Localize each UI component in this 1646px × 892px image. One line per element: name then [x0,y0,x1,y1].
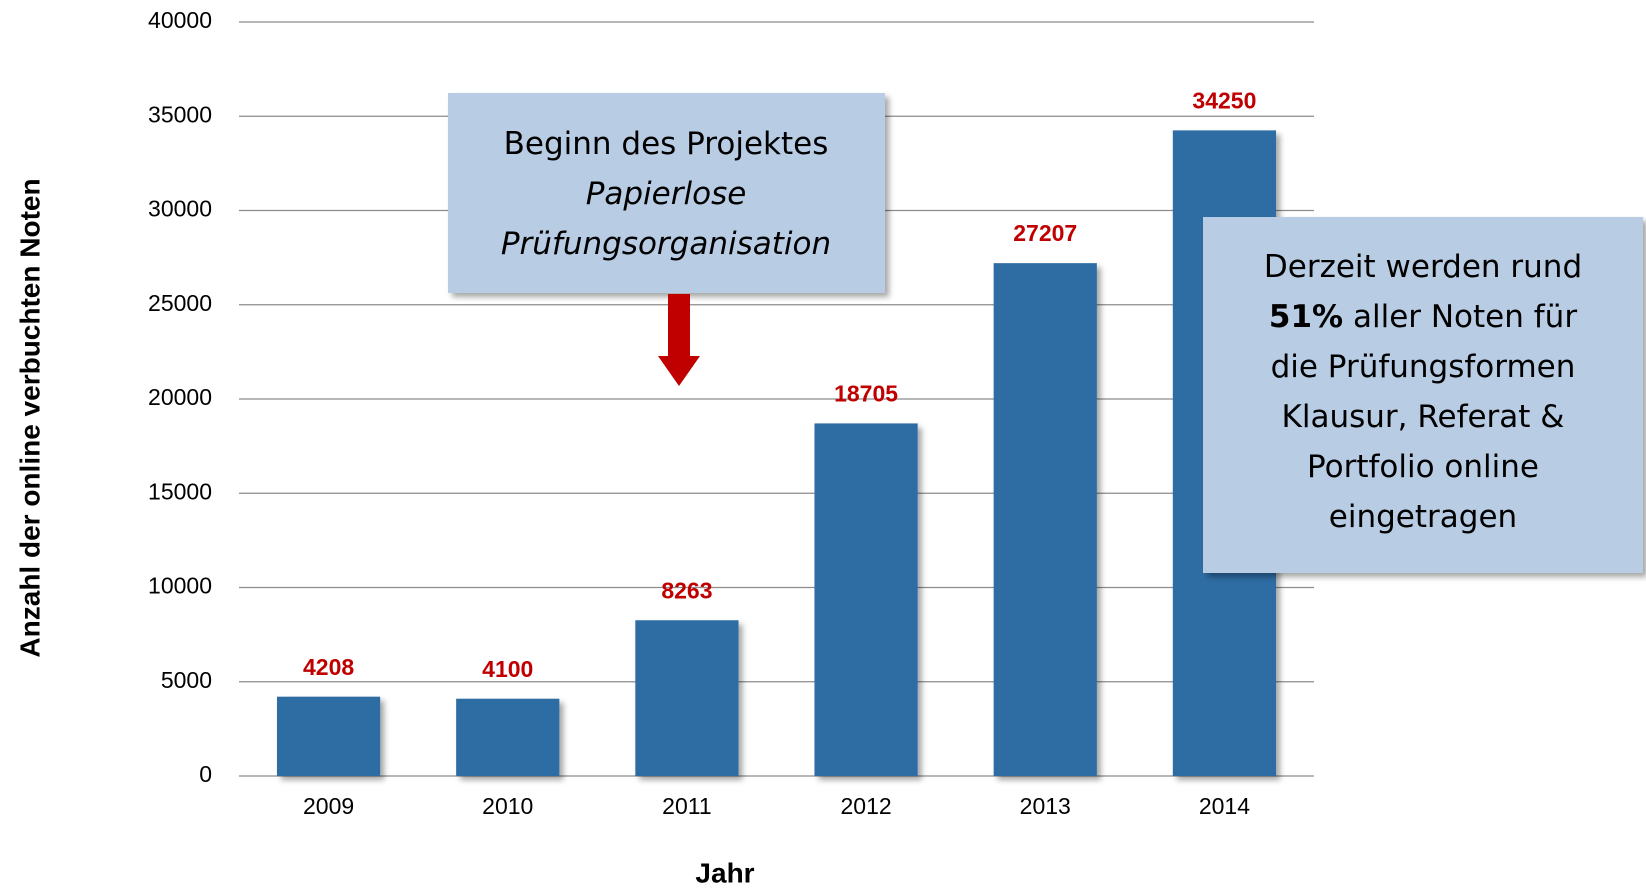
value-label: 8263 [661,577,712,603]
grid: 0 5000 10000 15000 20000 25000 30000 35000 40000 [148,7,1314,787]
x-tick-label: 2012 [840,793,891,819]
annotation-text: Portfolio online [1307,449,1539,485]
value-label: 34250 [1192,87,1256,113]
annotation-line: 51% aller Noten für [1269,299,1577,335]
x-axis-title: Jahr [695,857,754,888]
arrow-head [658,356,700,386]
annotation-text: Papierlose [586,176,747,212]
bar [993,263,1097,776]
annotation-text: Prüfungsorganisation [501,226,831,262]
annotation-box [1203,217,1643,573]
annotation-line: die Prüfungsformen [1271,349,1576,385]
bar [814,423,918,776]
x-tick-label: 2011 [662,793,711,819]
value-label: 27207 [1013,220,1077,246]
value-label: 4100 [482,656,533,682]
x-tick-label: 2013 [1020,793,1071,819]
annotation-text: Beginn des Projektes [504,126,829,162]
annotation-text: Klausur, Referat & [1282,399,1565,435]
bar [276,696,381,776]
annotation-line: Portfolio online [1307,449,1539,485]
y-tick-label: 30000 [148,196,212,222]
annotation-line: Beginn des Projektes [504,126,829,162]
x-tick-label: 2010 [482,793,533,819]
annotation-text: Derzeit werden rund [1264,249,1582,285]
y-axis-title: Anzahl der online verbuchten Noten [14,178,45,657]
annotation-text: aller Noten für [1343,299,1577,335]
annotation-line: Papierlose [586,176,747,212]
y-tick-label: 35000 [148,101,212,127]
annotation-text: 51% [1269,299,1343,335]
y-tick-label: 25000 [148,290,212,316]
bar [635,620,739,776]
x-tick-label: 2009 [303,793,354,819]
annotation-line: Prüfungsorganisation [501,226,831,262]
y-tick-label: 15000 [148,478,212,504]
y-tick-label: 5000 [161,667,212,693]
annotation-text: die Prüfungsformen [1271,349,1576,385]
y-tick-label: 0 [199,761,212,787]
annotation-text: eingetragen [1329,499,1517,535]
annotations: Beginn des Projektes Papierlose Prüfungsor… [501,126,1582,535]
value-label: 18705 [834,380,898,406]
annotation-line: Derzeit werden rund [1264,249,1582,285]
arrow-shaft [668,294,690,358]
annotation-line: Klausur, Referat & [1282,399,1565,435]
value-label: 4208 [303,654,354,680]
annotation-box [448,93,885,293]
y-tick-label: 20000 [148,384,212,410]
y-tick-label: 10000 [148,573,212,599]
x-tick-label: 2014 [1199,793,1250,819]
y-tick-label: 40000 [148,7,212,33]
annotation-line: eingetragen [1329,499,1517,535]
bar [456,698,560,776]
